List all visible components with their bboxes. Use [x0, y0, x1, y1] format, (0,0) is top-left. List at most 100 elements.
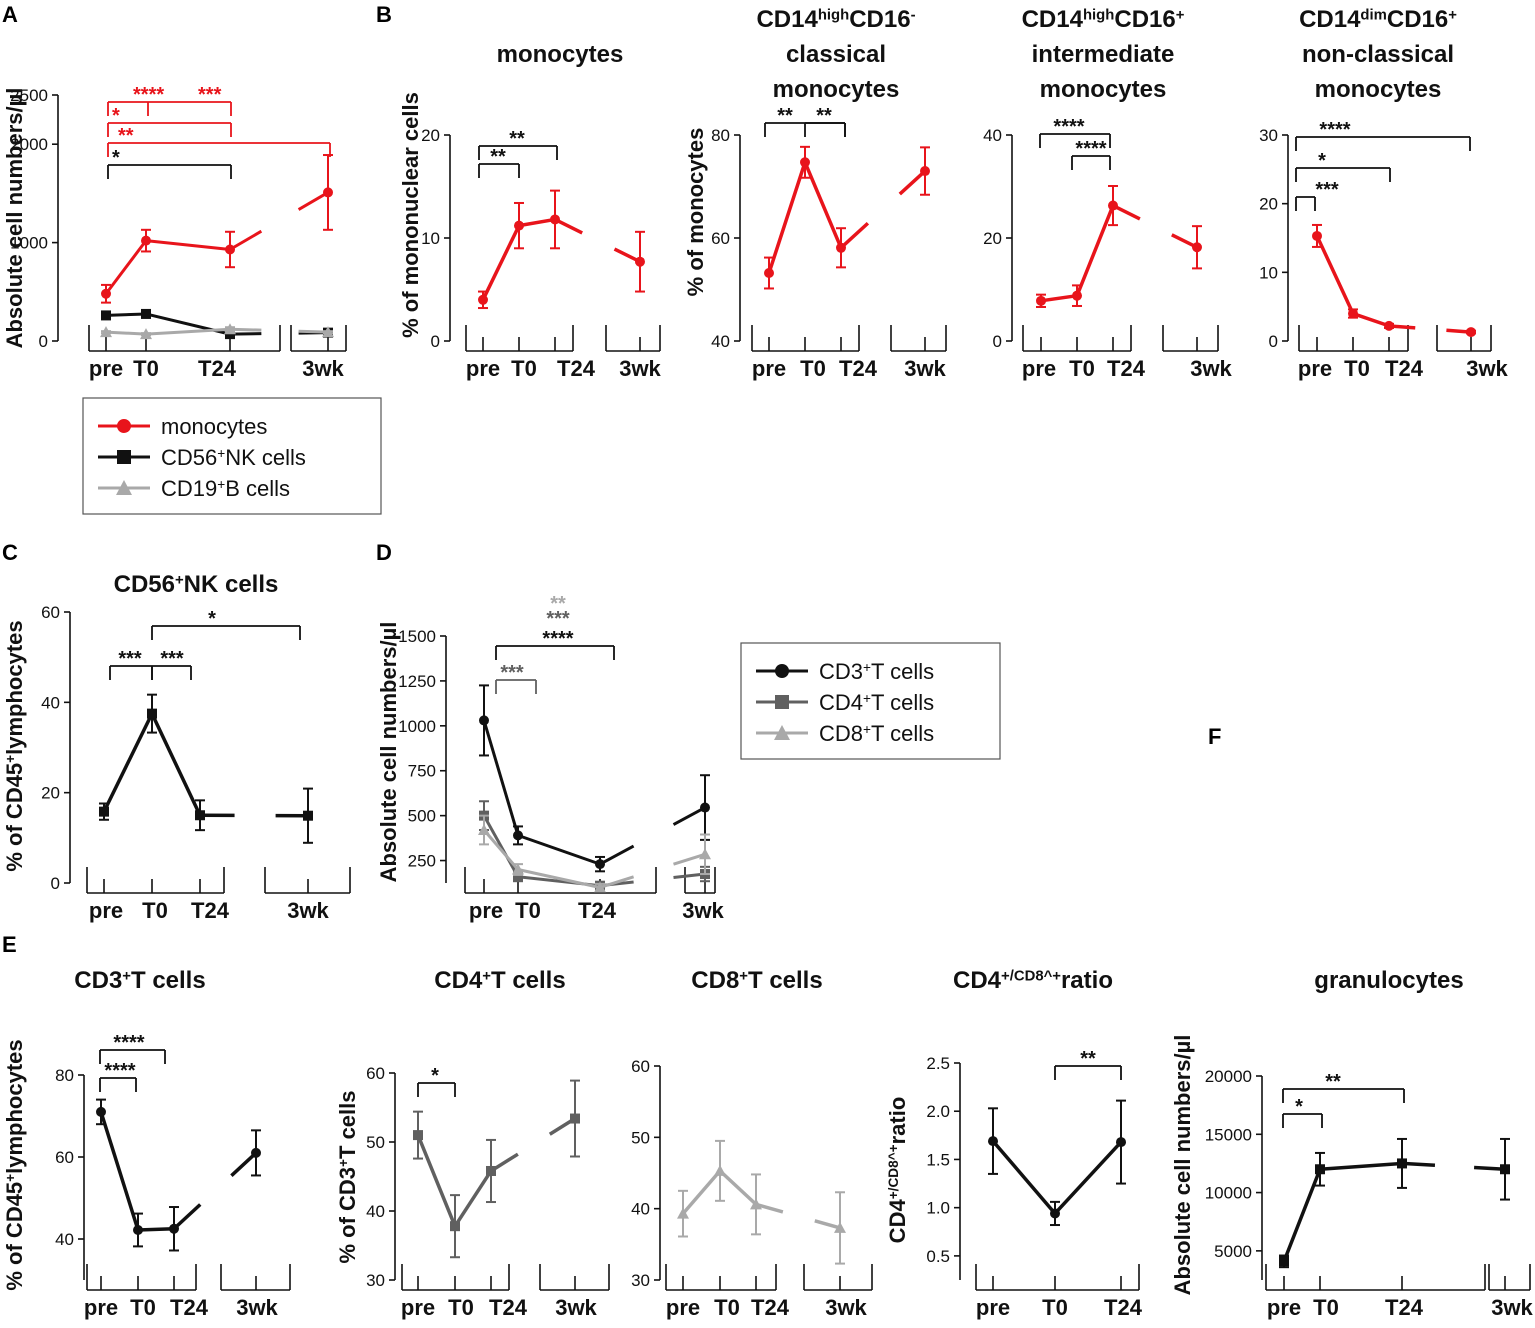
- series-line: [105, 330, 147, 336]
- panel-letter-e: E: [2, 932, 17, 957]
- data-point: [224, 323, 236, 335]
- chart-title: intermediate: [1032, 41, 1175, 68]
- data-point: [101, 288, 111, 299]
- y-tick-label: 30: [366, 1271, 385, 1290]
- y-tick-label: 40: [631, 1200, 650, 1219]
- chart-C: 0 20 40 60 pre T0 T24 3wk CD56+NK cells % of CD45…: [2, 571, 351, 923]
- series-line: [105, 312, 147, 317]
- series-line: [1474, 1165, 1506, 1172]
- y-tick-label: 50: [631, 1128, 650, 1147]
- y-tick-label: 60: [711, 229, 730, 248]
- series-line: [1352, 311, 1390, 328]
- y-tick-label: 10000: [1205, 1184, 1252, 1203]
- significance-label: **: [777, 105, 793, 127]
- y-axis-label: Absolute cell numbers/µl: [2, 88, 27, 349]
- y-tick-label: 5000: [1214, 1242, 1252, 1261]
- data-point: [1108, 200, 1118, 211]
- y-tick-label: 30: [631, 1271, 650, 1290]
- series-line: [481, 224, 521, 301]
- y-tick-label: 50: [366, 1133, 385, 1152]
- y-tick-label: 1250: [398, 672, 436, 691]
- y-axis-label: Absolute cell numbers/µl: [376, 622, 401, 883]
- chart-B3: 0 20 40 pre T0 T24 3wk CD14highCD16+ intermediat…: [983, 6, 1232, 381]
- data-point: [513, 871, 523, 882]
- data-point: [169, 1223, 179, 1234]
- x-tick-label: pre: [752, 356, 786, 381]
- legend-label: CD4+T cells: [819, 690, 934, 715]
- data-point: [836, 242, 846, 253]
- legend-d-item: CD4+T cells: [756, 690, 934, 715]
- data-point: [594, 881, 606, 893]
- x-tick-label: T24: [839, 356, 878, 381]
- y-tick-label: 2.0: [926, 1102, 950, 1121]
- x-tick-label: 3wk: [555, 1295, 597, 1320]
- legend-a-item: CD56+NK cells: [98, 445, 306, 470]
- data-point: [1279, 1256, 1289, 1267]
- data-point: [800, 157, 810, 168]
- x-tick-label: T0: [1069, 356, 1095, 381]
- significance-label: ****: [113, 1032, 144, 1054]
- series-cd56-nk-cells: [99, 693, 313, 844]
- data-point: [450, 1221, 460, 1232]
- series-line: [145, 327, 231, 336]
- y-tick-label: 80: [55, 1066, 74, 1085]
- legend-a-item: monocytes: [98, 414, 267, 439]
- data-point: [478, 294, 488, 305]
- series-line: [150, 712, 202, 816]
- x-tick-label: T24: [170, 1295, 209, 1320]
- y-tick-label: 20: [983, 229, 1002, 248]
- y-tick-label: 30: [1259, 126, 1278, 145]
- series-classical-monocytes: [764, 145, 930, 290]
- x-tick-label: T0: [1042, 1295, 1068, 1320]
- x-tick-label: pre: [466, 356, 500, 381]
- series-line: [517, 868, 601, 889]
- y-tick-label: 1.5: [926, 1150, 950, 1169]
- y-axis-label: Absolute cell numbers/µl: [1170, 1035, 1195, 1296]
- series-line: [297, 191, 329, 211]
- x-tick-label: 3wk: [287, 898, 329, 923]
- y-tick-label: 0: [1269, 332, 1278, 351]
- data-point: [1397, 1158, 1407, 1169]
- chart-title: monocytes: [1040, 76, 1167, 103]
- data-point: [101, 310, 111, 321]
- series-line: [1075, 204, 1115, 297]
- y-tick-label: 60: [631, 1057, 650, 1076]
- x-tick-label: T0: [511, 356, 537, 381]
- panel-letters: A B C D E F: [2, 2, 1221, 957]
- series-line: [145, 239, 231, 251]
- y-tick-label: 1000: [10, 234, 48, 253]
- data-point: [677, 1207, 689, 1219]
- legend-marker: [116, 480, 132, 495]
- series-line: [416, 1134, 457, 1227]
- y-axis-label: % of CD45+lymphocytes: [2, 620, 27, 871]
- y-axis-label: % of monocytes: [683, 128, 708, 297]
- series-monocytes: [478, 189, 645, 310]
- data-point: [99, 806, 109, 817]
- legend-label: CD8+T cells: [819, 721, 934, 746]
- x-tick-label: T24: [1385, 356, 1424, 381]
- chart-A: 0 1000 2000 2500 pre T0 T24 3wk Absolute cell nu…: [2, 84, 347, 381]
- x-tick-label: T0: [515, 898, 541, 923]
- series-line: [1319, 1161, 1403, 1172]
- chart-title: CD14highCD16-: [756, 6, 915, 33]
- panel-letter-c: C: [2, 540, 18, 565]
- significance-label: ****: [1053, 116, 1084, 138]
- data-point: [225, 244, 235, 255]
- legend-label: CD3+T cells: [819, 659, 934, 684]
- series-line: [229, 229, 263, 251]
- series-line: [681, 1169, 722, 1215]
- series-line: [517, 833, 601, 866]
- data-point: [512, 863, 524, 875]
- y-tick-label: 20: [41, 784, 60, 803]
- y-tick-label: 0.5: [926, 1247, 950, 1266]
- series-cd4-cd8-ratio: [988, 1099, 1126, 1227]
- x-tick-label: T24: [198, 356, 237, 381]
- series-line: [767, 161, 807, 274]
- legend-marker: [117, 419, 131, 433]
- data-point: [699, 848, 711, 860]
- series-granulocytes: [1279, 1137, 1510, 1269]
- data-point: [141, 308, 151, 319]
- data-point: [635, 256, 645, 267]
